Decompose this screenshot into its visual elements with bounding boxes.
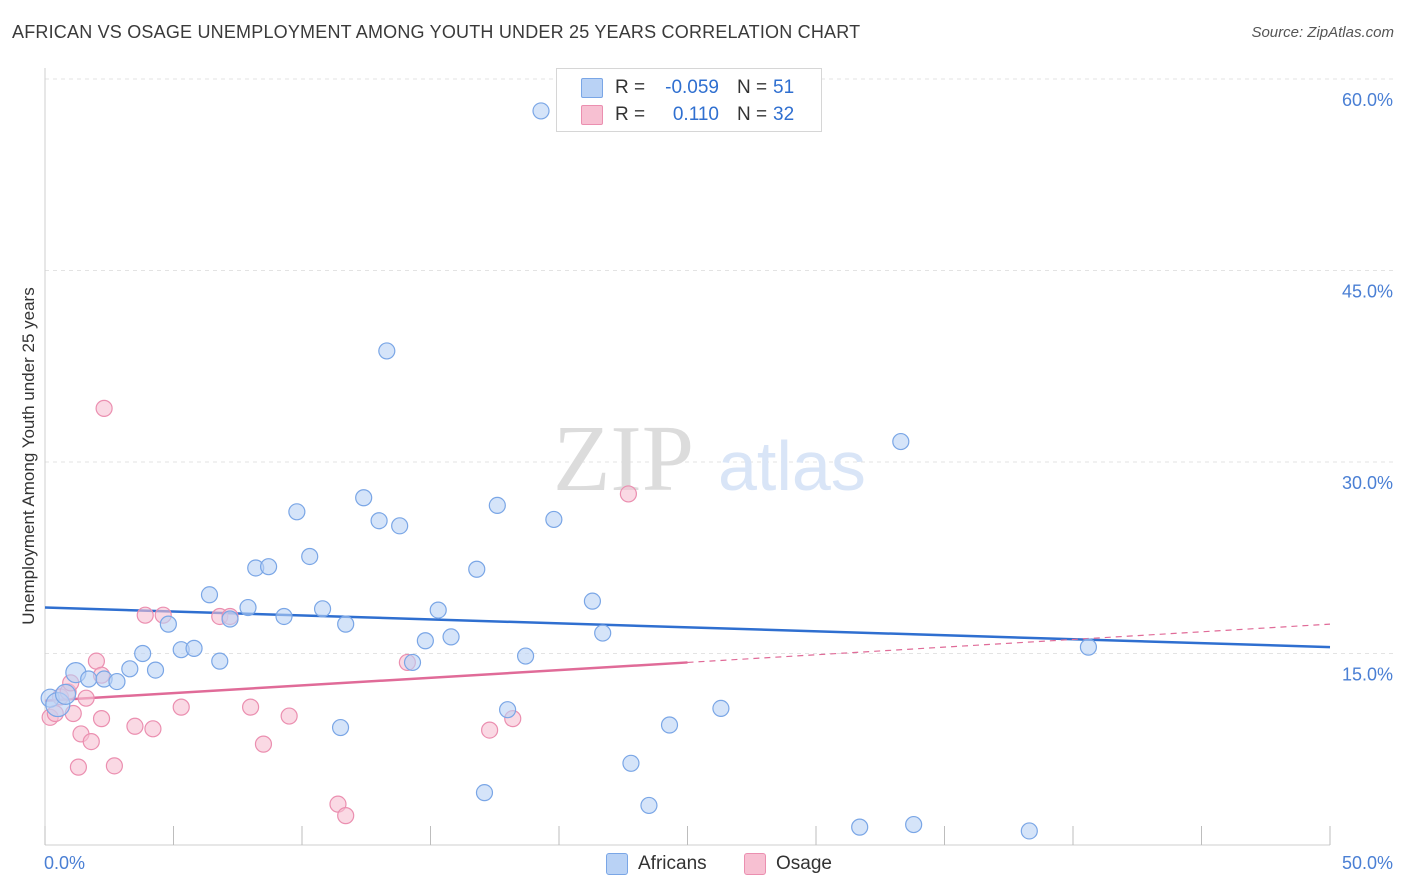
osage-point xyxy=(619,485,637,503)
africans-point xyxy=(259,558,278,576)
africans-point xyxy=(532,102,550,120)
osage-legend-swatch xyxy=(744,853,766,875)
africans-point xyxy=(370,512,388,530)
africans-point xyxy=(660,716,679,734)
osage-swatch xyxy=(581,105,603,125)
africans-point xyxy=(159,615,177,633)
chart-source: Source: ZipAtlas.com xyxy=(1251,24,1394,41)
africans-point xyxy=(391,517,409,535)
osage-point xyxy=(481,721,499,739)
africans-point xyxy=(146,661,165,679)
africans-legend-swatch xyxy=(606,853,628,875)
osage-point xyxy=(337,807,355,825)
africans-point xyxy=(185,639,203,657)
legend-r-value: 0.110 xyxy=(672,104,719,125)
africans-point xyxy=(545,510,563,529)
africans-point xyxy=(442,628,460,646)
africans-point xyxy=(416,632,434,650)
africans-point xyxy=(622,754,640,772)
legend-n-label: N = xyxy=(737,77,768,98)
osage-point xyxy=(172,698,190,716)
africans-point xyxy=(1020,822,1038,840)
africans-point xyxy=(288,503,306,521)
africans-point xyxy=(355,489,373,507)
watermark-atlas: atlas xyxy=(718,427,866,505)
axes: 15.0% 30.0% 45.0% 60.0% 0.0% 50.0% xyxy=(44,68,1393,873)
y-tick-label: 45.0% xyxy=(1342,282,1393,302)
chart-title: AFRICAN VS OSAGE UNEMPLOYMENT AMONG YOUT… xyxy=(12,22,861,42)
watermark: ZIP atlas xyxy=(553,407,866,511)
y-tick-label: 60.0% xyxy=(1342,90,1393,110)
legend-label-africans: Africans xyxy=(638,853,707,874)
africans-point xyxy=(108,672,126,691)
osage-point xyxy=(280,707,298,725)
africans-point xyxy=(640,796,658,815)
osage-trend-extension xyxy=(687,623,1331,664)
africans-point xyxy=(851,818,869,836)
africans-point xyxy=(337,615,355,633)
africans-point xyxy=(429,601,447,619)
y-tick-label: 30.0% xyxy=(1342,473,1393,493)
legend-r-label: R = xyxy=(615,104,646,125)
africans-point xyxy=(200,586,219,604)
legend-n-label: N = xyxy=(737,104,768,125)
series-legend: Africans Osage xyxy=(0,851,1406,879)
africans-point xyxy=(488,496,506,515)
africans-point xyxy=(403,653,422,672)
africans-swatch xyxy=(581,78,603,98)
africans-point xyxy=(275,607,293,626)
correlation-legend: R = -0.059 N = 51 R = 0.110 N = 32 xyxy=(556,68,822,132)
africans-point xyxy=(475,784,494,802)
legend-row-osage: R = 0.110 N = 32 xyxy=(557,102,821,128)
legend-n-value: 51 xyxy=(773,77,795,98)
x-tick-label: 0.0% xyxy=(44,853,85,873)
osage-point xyxy=(77,689,95,707)
osage-point xyxy=(95,399,113,417)
africans-point xyxy=(712,699,730,717)
legend-r-label: R = xyxy=(615,77,646,98)
africans-point xyxy=(80,670,98,688)
osage-point xyxy=(254,735,273,753)
osage-point xyxy=(136,606,154,624)
africans-point xyxy=(892,432,910,451)
africans-point xyxy=(121,660,139,678)
osage-point xyxy=(105,757,123,775)
africans-points xyxy=(40,102,1098,840)
africans-point xyxy=(221,610,239,628)
africans-point xyxy=(905,815,923,834)
osage-point xyxy=(144,720,162,738)
osage-point xyxy=(126,717,144,735)
trend-lines xyxy=(44,606,1331,702)
africans-point xyxy=(378,342,396,360)
africans-point xyxy=(301,547,319,566)
osage-trend-line xyxy=(44,661,688,702)
osage-point xyxy=(69,758,88,776)
africans-point xyxy=(516,647,535,665)
africans-point xyxy=(468,560,486,578)
africans-point xyxy=(54,683,77,705)
africans-point xyxy=(499,701,517,719)
africans-point xyxy=(594,624,612,642)
legend-n-value: 32 xyxy=(773,104,795,125)
osage-point xyxy=(82,732,100,751)
africans-point xyxy=(583,592,602,610)
africans-point xyxy=(313,600,332,618)
y-tick-label: 15.0% xyxy=(1342,665,1393,685)
legend-label-osage: Osage xyxy=(776,853,832,874)
osage-point xyxy=(92,710,111,728)
africans-point xyxy=(331,718,350,737)
x-tick-label: 50.0% xyxy=(1342,853,1393,873)
africans-point xyxy=(211,652,229,670)
africans-trend-line xyxy=(44,606,1331,649)
legend-r-value: -0.059 xyxy=(665,77,719,98)
osage-points xyxy=(41,399,637,825)
legend-row-africans: R = -0.059 N = 51 xyxy=(557,75,821,101)
africans-point xyxy=(134,644,152,663)
africans-point xyxy=(239,598,257,617)
africans-point xyxy=(1079,638,1098,656)
y-axis-label: Unemployment Among Youth under 25 years xyxy=(19,287,38,624)
osage-point xyxy=(242,698,260,716)
